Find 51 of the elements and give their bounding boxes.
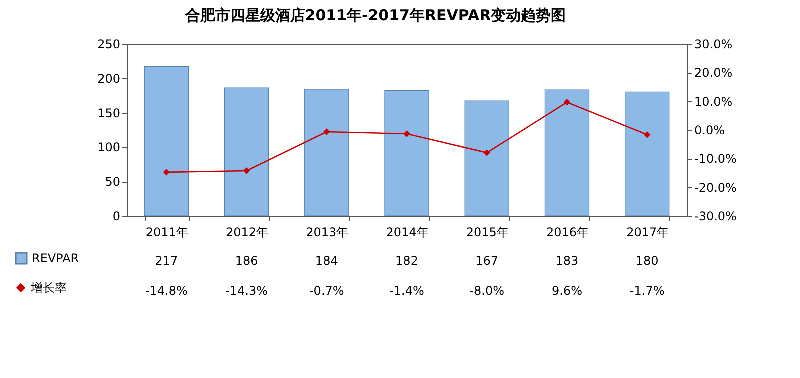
bar — [464, 100, 510, 216]
data-label: 9.6% — [552, 284, 582, 298]
legend-label: REVPAR — [32, 252, 80, 266]
data-label: 182 — [396, 254, 418, 268]
y2-tick-label: -20.0% — [694, 180, 737, 195]
chart-title: 合肥市四星级酒店2011年-2017年REVPAR变动趋势图 — [184, 6, 566, 24]
bar — [304, 89, 350, 216]
data-label: 167 — [476, 254, 499, 268]
data-label: -1.4% — [390, 284, 424, 298]
data-label: 217 — [155, 254, 178, 268]
y-tick-label: 50 — [105, 175, 120, 190]
y2-tick-label: -30.0% — [694, 210, 737, 224]
data-label: -14.3% — [226, 284, 268, 298]
bar — [144, 66, 189, 216]
legend-label: 增长率 — [30, 281, 67, 295]
y-tick-label: 250 — [98, 38, 120, 52]
data-label: -1.7% — [630, 284, 665, 298]
bar — [544, 90, 590, 216]
y2-tick-label: 20.0% — [694, 66, 733, 80]
point — [404, 130, 410, 138]
point — [484, 150, 490, 156]
x-tick-label: 2014年 — [386, 226, 429, 240]
data-label: 186 — [235, 254, 258, 268]
point — [324, 128, 330, 136]
x-tick-label: 2013年 — [306, 226, 349, 240]
y-tick-label: 200 — [98, 72, 120, 86]
data-label: 183 — [556, 254, 579, 268]
data-label: -14.8% — [145, 284, 188, 298]
data-label: -0.7% — [309, 284, 344, 298]
y-tick-label: 100 — [98, 140, 120, 155]
bar — [625, 92, 670, 216]
x-tick-label: 2012年 — [226, 226, 269, 240]
y2-tick-label: 30.0% — [694, 38, 733, 52]
y2-tick-label: 0.0% — [694, 124, 725, 138]
point — [564, 99, 571, 106]
y-tick-label: 0 — [112, 210, 120, 224]
data-label: -8.0% — [470, 284, 505, 298]
x-tick-label: 2011年 — [146, 226, 188, 240]
point — [163, 169, 170, 176]
point — [243, 168, 250, 174]
point — [644, 132, 651, 138]
bar — [224, 88, 270, 216]
data-label: 184 — [315, 254, 338, 268]
data-label: 180 — [636, 254, 659, 268]
y2-tick-label: 10.0% — [694, 94, 733, 109]
bar — [384, 90, 430, 216]
x-tick-label: 2015年 — [466, 226, 509, 240]
y2-tick-label: -10.0% — [694, 152, 737, 166]
x-tick-label: 2017年 — [626, 226, 670, 240]
x-tick-label: 2016年 — [546, 226, 589, 240]
y-tick-label: 150 — [98, 106, 120, 120]
